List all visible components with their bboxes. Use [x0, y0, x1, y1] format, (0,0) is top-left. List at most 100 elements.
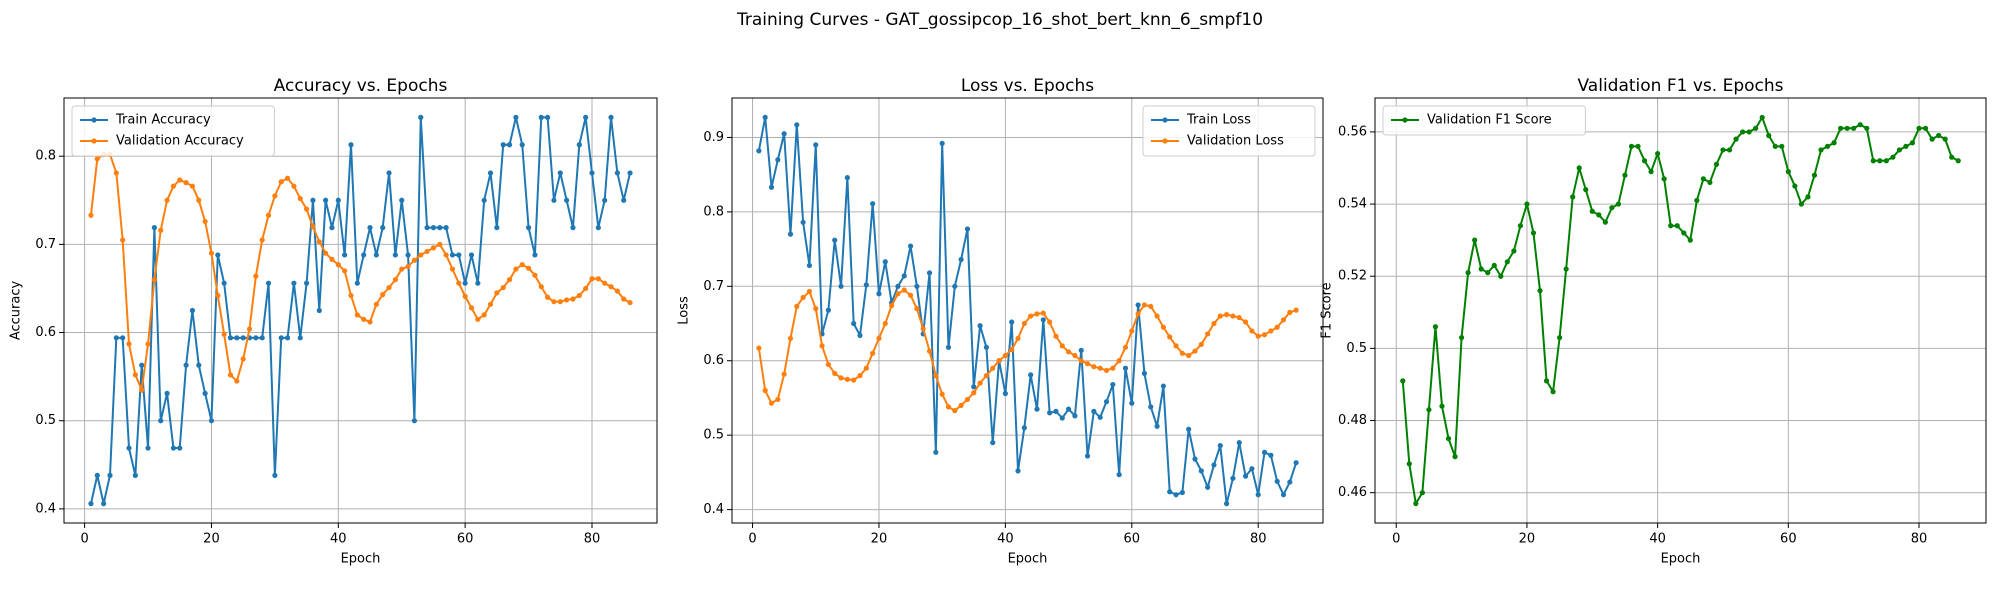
- data-point: [570, 296, 576, 302]
- data-point: [583, 285, 589, 292]
- data-point: [284, 175, 291, 181]
- data-point: [996, 358, 1002, 364]
- data-point: [1129, 328, 1135, 334]
- data-point: [303, 280, 310, 286]
- subplot-title: Loss vs. Epochs: [961, 76, 1094, 96]
- data-point: [1537, 288, 1543, 294]
- data-point: [329, 256, 335, 262]
- x-tick-label: 0: [80, 532, 88, 547]
- data-point: [907, 292, 914, 298]
- data-point: [1406, 461, 1412, 467]
- y-tick-label: 0.7: [35, 237, 56, 252]
- data-point: [895, 283, 901, 289]
- data-point: [1078, 347, 1084, 353]
- data-point: [762, 114, 768, 120]
- data-point: [1465, 270, 1471, 276]
- x-axis-label: Epoch: [1008, 552, 1048, 567]
- data-point: [1929, 136, 1935, 142]
- data-point: [373, 252, 379, 258]
- y-tick-label: 0.4: [703, 502, 724, 517]
- data-point: [196, 362, 202, 368]
- data-point: [1870, 158, 1876, 164]
- data-point: [933, 373, 939, 379]
- data-point: [1167, 334, 1173, 340]
- data-point: [1511, 248, 1517, 254]
- data-point: [851, 377, 857, 383]
- legend-label: Validation Loss: [1187, 134, 1284, 149]
- axes-frame: [63, 97, 658, 524]
- data-point: [437, 225, 443, 231]
- data-point: [1851, 125, 1857, 131]
- data-point: [468, 305, 475, 311]
- data-point: [1249, 466, 1255, 472]
- legend-marker: [1162, 138, 1168, 144]
- figure-title: Training Curves - GAT_gossipcop_16_shot_…: [736, 10, 1263, 30]
- data-point: [1720, 147, 1726, 153]
- data-point: [265, 212, 272, 218]
- data-point: [775, 157, 781, 163]
- data-point: [1021, 425, 1027, 431]
- data-point: [1589, 208, 1595, 214]
- y-tick-label: 0.5: [1346, 341, 1367, 356]
- data-point: [468, 252, 475, 258]
- data-point: [107, 472, 113, 478]
- data-point: [768, 184, 775, 190]
- data-point: [513, 114, 519, 120]
- data-point: [189, 183, 196, 189]
- data-point: [1445, 435, 1452, 442]
- y-tick-label: 0.54: [1338, 197, 1367, 212]
- data-point: [449, 252, 456, 258]
- data-point: [177, 445, 183, 451]
- data-point: [113, 335, 119, 341]
- data-point: [1084, 361, 1091, 367]
- data-point: [1491, 262, 1497, 269]
- data-point: [570, 225, 576, 231]
- y-axis-label: Accuracy: [9, 281, 24, 341]
- data-point: [781, 371, 787, 377]
- data-point: [1192, 456, 1198, 462]
- data-point: [844, 376, 850, 382]
- data-point: [380, 225, 386, 231]
- data-point: [901, 273, 907, 279]
- axes-frame: [1374, 97, 1987, 524]
- data-point: [1097, 414, 1103, 420]
- data-point: [1922, 125, 1929, 131]
- data-point: [1230, 475, 1236, 481]
- legend-box: [1142, 105, 1316, 157]
- data-point: [952, 283, 958, 289]
- data-point: [920, 326, 926, 332]
- data-point: [532, 272, 538, 278]
- data-point: [1110, 381, 1116, 388]
- data-point: [595, 225, 601, 231]
- y-tick-label: 0.48: [1338, 413, 1367, 428]
- data-point: [602, 197, 608, 203]
- data-point: [557, 299, 563, 305]
- data-point: [1641, 158, 1648, 164]
- data-point: [475, 316, 481, 322]
- data-point: [627, 170, 633, 176]
- data-point: [456, 280, 462, 286]
- data-point: [977, 323, 983, 329]
- data-point: [1015, 335, 1021, 342]
- data-point: [787, 231, 794, 237]
- legend: Train Accuracy Validation Accuracy: [71, 105, 275, 157]
- data-point: [1274, 478, 1280, 484]
- data-point: [1681, 230, 1687, 236]
- data-point: [500, 284, 506, 291]
- data-point: [971, 384, 977, 390]
- subplot: 0 20 40 60 80 0.4 0.5 0.6 0.7 0.8 Accuracy vs. Epo…: [9, 76, 658, 567]
- data-point: [838, 283, 844, 289]
- data-point: [990, 440, 996, 446]
- data-point: [373, 301, 379, 307]
- data-point: [443, 225, 449, 231]
- data-point: [945, 344, 952, 350]
- data-point: [487, 170, 494, 176]
- data-point: [348, 292, 354, 299]
- data-point: [411, 418, 418, 424]
- data-point: [608, 114, 614, 120]
- x-tick-label: 80: [584, 532, 601, 547]
- data-point: [1903, 143, 1909, 149]
- data-point: [1655, 150, 1661, 157]
- data-point: [1268, 452, 1274, 458]
- y-tick-label: 0.6: [703, 353, 724, 368]
